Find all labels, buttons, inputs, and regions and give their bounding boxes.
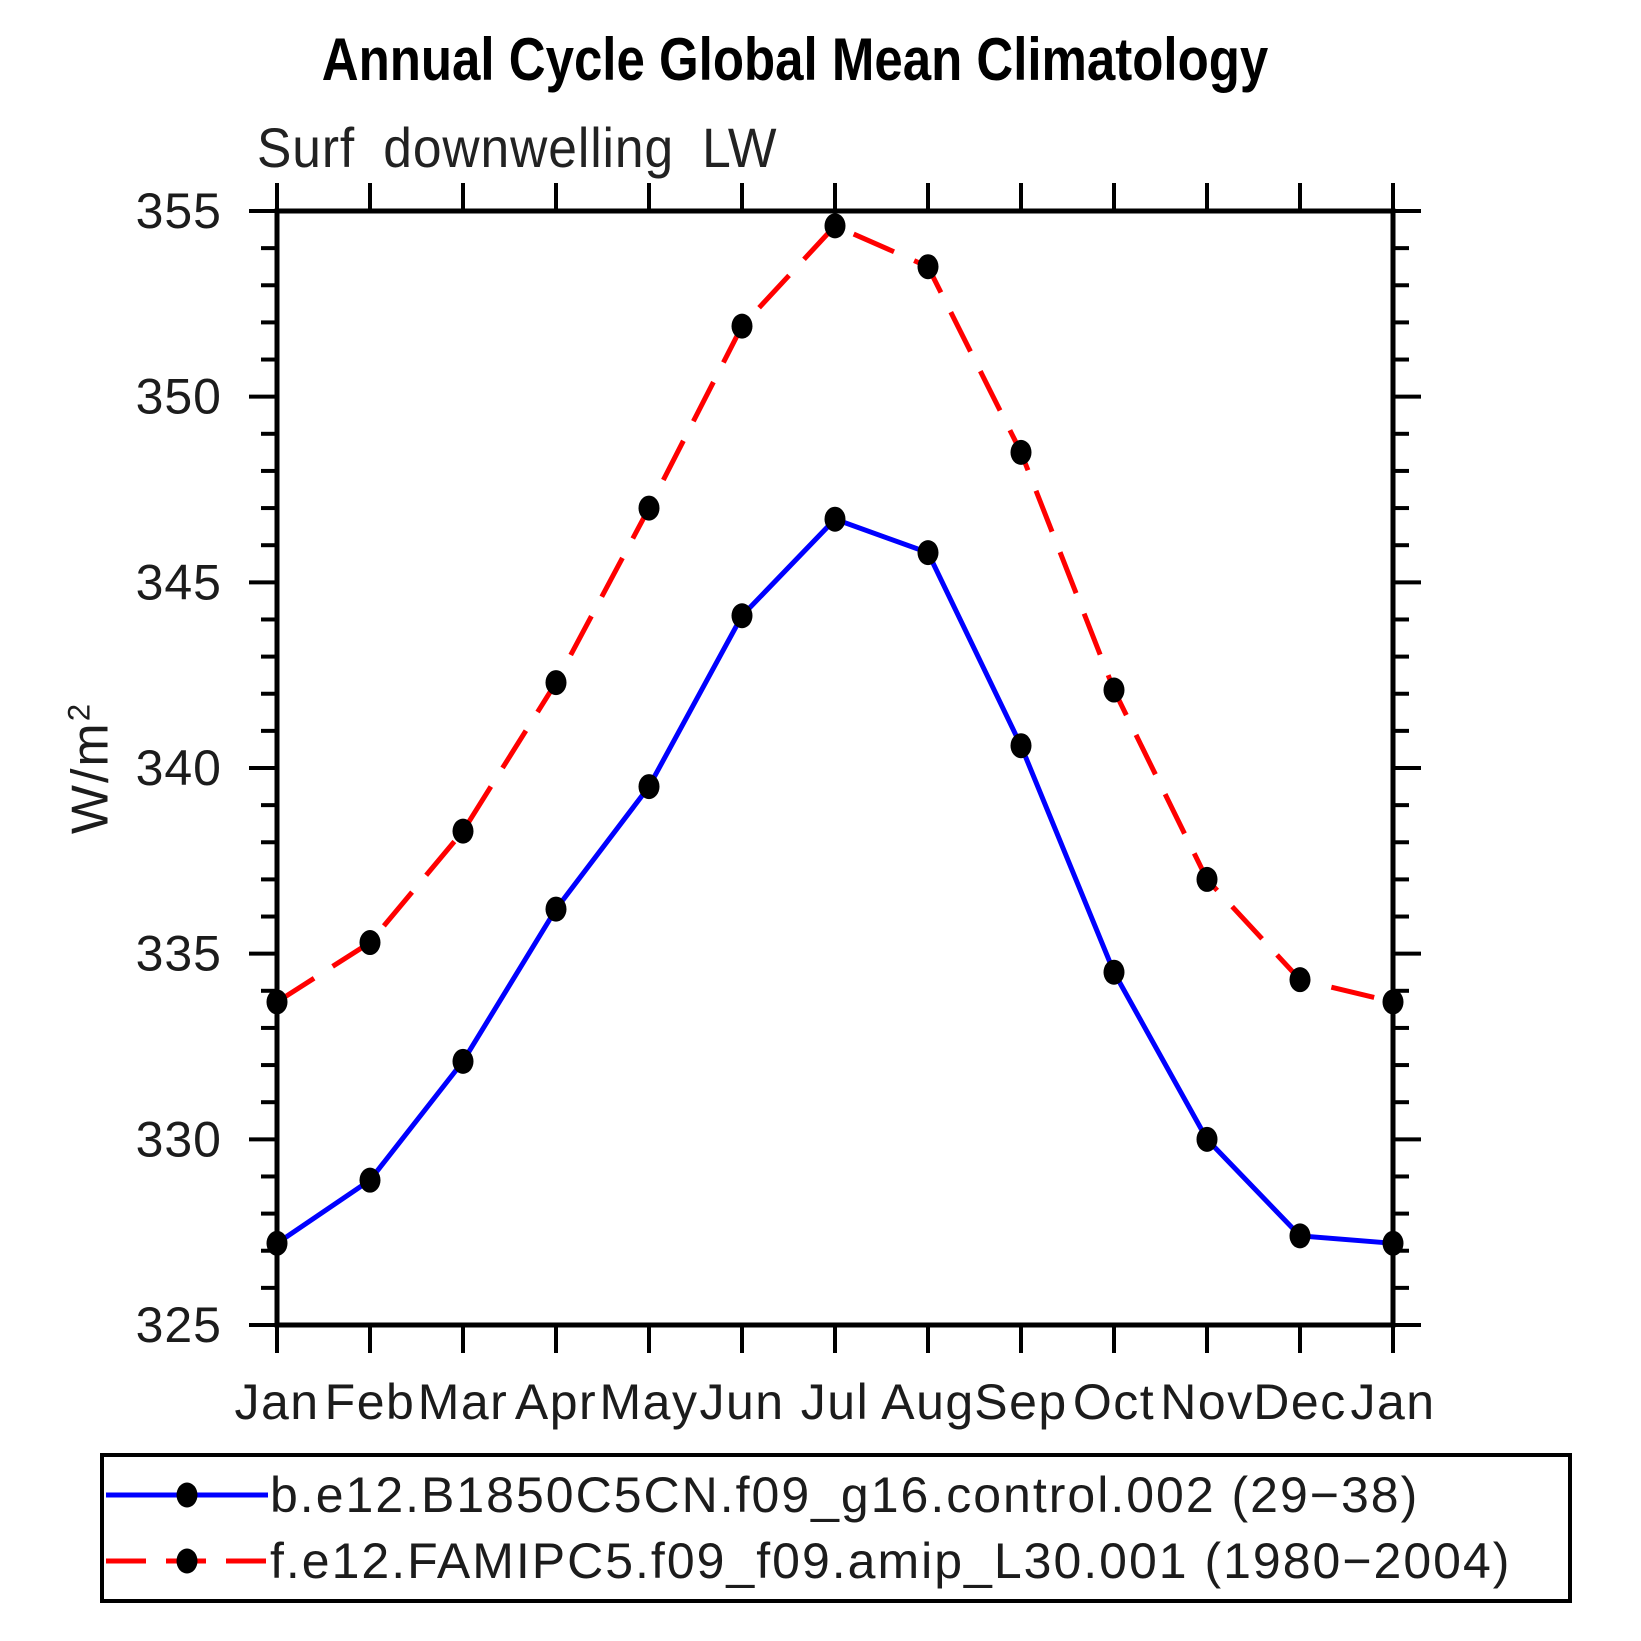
data-marker-1	[266, 989, 288, 1015]
legend-sample-line-solid	[106, 1482, 268, 1508]
x-tick-label: Sep	[974, 1374, 1067, 1430]
data-marker-1	[359, 930, 381, 956]
data-marker-1	[917, 254, 939, 280]
data-marker-1	[452, 818, 474, 844]
x-tick-label: Nov	[1160, 1374, 1253, 1430]
x-tick-label: Mar	[418, 1374, 509, 1430]
data-marker-0	[1010, 733, 1032, 759]
legend-sample-line-dashed	[106, 1548, 268, 1574]
chart-title: Annual Cycle Global Mean Climatology	[321, 26, 1269, 93]
legend-label: f.e12.FAMIPC5.f09_f09.amip_L30.001 (1980…	[270, 1533, 1512, 1589]
y-tick-label: 350	[136, 369, 222, 425]
x-tick-label: Jan	[234, 1374, 319, 1430]
data-marker-0	[359, 1167, 381, 1193]
y-tick-label: 325	[136, 1297, 222, 1353]
x-tick-label: Apr	[515, 1374, 597, 1430]
legend-item-control: b.e12.B1850C5CN.f09_g16.control.002 (29−…	[104, 1466, 1568, 1524]
data-marker-0	[1103, 959, 1125, 985]
data-marker-0	[266, 1230, 288, 1256]
y-tick-label: 345	[136, 554, 222, 610]
y-tick-label: 335	[136, 926, 222, 982]
chart-subtitle: Surf downwelling LW	[257, 116, 778, 179]
data-marker-0	[1196, 1126, 1218, 1152]
data-marker-0	[638, 774, 660, 800]
legend-label: b.e12.B1850C5CN.f09_g16.control.002 (29−…	[270, 1467, 1420, 1523]
data-marker-1	[824, 213, 846, 239]
data-marker-1	[638, 495, 660, 521]
data-marker-0	[545, 896, 567, 922]
x-tick-label: May	[600, 1374, 699, 1430]
data-marker-1	[1103, 677, 1125, 703]
data-marker-1	[1196, 866, 1218, 892]
x-tick-label: Jul	[801, 1374, 869, 1430]
data-marker-1	[731, 313, 753, 339]
y-tick-label: 340	[136, 740, 222, 796]
series-line-0	[275, 516, 1394, 1246]
x-tick-label: Jan	[1350, 1374, 1435, 1430]
legend-marker	[176, 1482, 198, 1508]
data-marker-1	[1010, 439, 1032, 465]
series-line-1	[275, 222, 1394, 1005]
y-tick-label: 330	[136, 1111, 222, 1167]
y-tick-label: 355	[136, 183, 222, 239]
data-marker-0	[1382, 1230, 1404, 1256]
data-marker-1	[1289, 967, 1311, 993]
x-tick-label: Feb	[325, 1374, 416, 1430]
data-marker-0	[1289, 1223, 1311, 1249]
data-marker-0	[452, 1048, 474, 1074]
legend-item-amip: f.e12.FAMIPC5.f09_f09.amip_L30.001 (1980…	[104, 1532, 1568, 1590]
data-marker-1	[545, 670, 567, 696]
legend-marker	[176, 1548, 198, 1574]
x-tick-label: Oct	[1073, 1374, 1155, 1430]
legend-box: b.e12.B1850C5CN.f09_g16.control.002 (29−…	[100, 1453, 1572, 1603]
data-marker-0	[917, 540, 939, 566]
x-tick-label: Jun	[699, 1374, 784, 1430]
data-marker-0	[731, 603, 753, 629]
data-marker-1	[1382, 989, 1404, 1015]
plot-spines	[274, 208, 1396, 1328]
data-marker-0	[824, 506, 846, 532]
x-tick-label: Aug	[881, 1374, 974, 1430]
x-tick-label: Dec	[1253, 1374, 1346, 1430]
